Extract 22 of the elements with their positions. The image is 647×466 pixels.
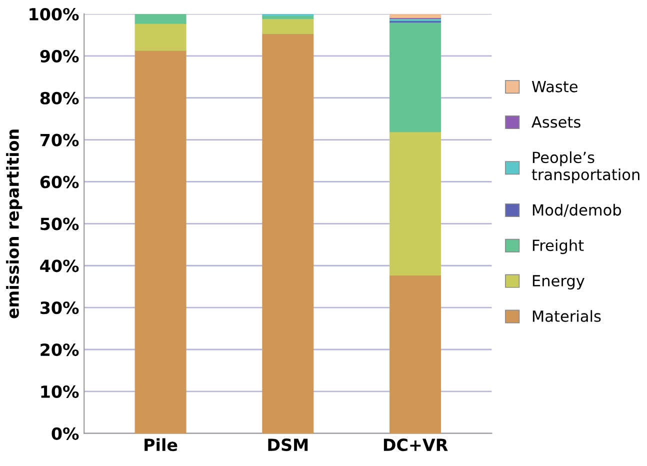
x-tick-label: DC+VR bbox=[384, 438, 448, 452]
y-tick-label: 50% bbox=[40, 218, 79, 230]
legend-label: Materials bbox=[532, 310, 601, 322]
y-axis-title: emission repartition bbox=[6, 130, 22, 318]
x-tick-label: DSM bbox=[268, 438, 308, 452]
legend-label: Waste bbox=[532, 80, 578, 92]
legend-label: People’s transportation bbox=[532, 151, 640, 184]
y-tick-label: 100% bbox=[30, 8, 79, 21]
y-tick-label: 10% bbox=[41, 385, 79, 398]
x-tick-label: Pile bbox=[144, 438, 178, 452]
y-tick-label: 0% bbox=[52, 427, 79, 440]
y-tick-label: 40% bbox=[40, 260, 79, 272]
y-tick-label: 80% bbox=[40, 92, 79, 104]
legend-label: Mod/demob bbox=[532, 204, 622, 217]
y-tick-label: 60% bbox=[40, 176, 79, 188]
y-tick-label: 70% bbox=[40, 134, 79, 146]
legend-label: Assets bbox=[532, 116, 580, 128]
y-tick-label: 90% bbox=[40, 50, 79, 62]
legend-label: Freight bbox=[532, 239, 584, 254]
y-tick-label: 30% bbox=[40, 302, 79, 314]
y-tick-label: 20% bbox=[40, 343, 79, 356]
legend-label: Energy bbox=[532, 275, 584, 290]
